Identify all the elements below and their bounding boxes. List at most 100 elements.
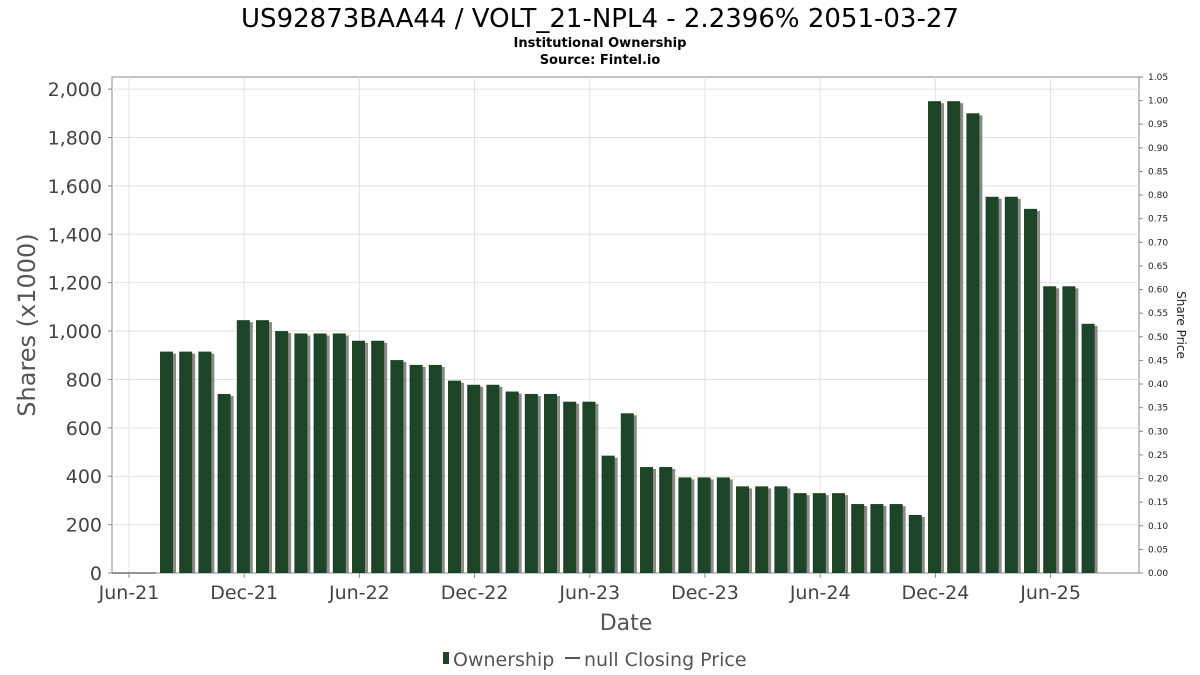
ownership-bar (563, 401, 577, 573)
ownership-bar (582, 401, 596, 573)
ownership-bar (236, 320, 250, 573)
ownership-bar (947, 101, 961, 573)
ownership-bar (1004, 196, 1018, 573)
y-tick-label: 1,400 (48, 224, 102, 246)
y2-tick-label: 0.35 (1148, 404, 1168, 414)
y2-axis-ticks: 0.00 0.05 0.10 0.15 0.20 0.25 0.30 0.35 0.40 0.45… (1139, 73, 1168, 579)
ownership-bar (332, 333, 346, 573)
ownership-bar (371, 340, 385, 573)
x-tick-label: Dec-24 (901, 582, 969, 604)
y2-tick-label: 0.70 (1148, 238, 1168, 248)
ownership-bar (1043, 286, 1057, 573)
y2-tick-label: 0.40 (1148, 380, 1168, 390)
ownership-bar (524, 393, 538, 573)
y2-tick-label: 0.10 (1148, 522, 1168, 532)
ownership-bar (793, 493, 807, 573)
ownership-bar (409, 364, 423, 573)
chart-subtitle: Institutional Ownership (514, 36, 687, 51)
ownership-bar (640, 467, 653, 573)
y2-tick-label: 0.30 (1148, 427, 1168, 437)
x-tick-label: Dec-23 (671, 582, 739, 604)
legend-ownership-label: Ownership (453, 649, 554, 671)
ownership-bar (870, 504, 884, 573)
y-tick-label: 200 (66, 515, 102, 537)
y2-tick-label: 0.85 (1148, 167, 1168, 177)
ownership-bar (486, 384, 500, 573)
ownership-bar (390, 360, 404, 573)
ownership-bar (505, 391, 519, 573)
legend: Ownership null Closing Price (443, 649, 747, 671)
y2-tick-label: 0.20 (1148, 475, 1168, 485)
ownership-bar (294, 333, 308, 573)
x-axis-ticks: Jun-21 Dec-21 Jun-22 Dec-22 Jun-23 Dec-23 Jun-… (98, 573, 1081, 604)
ownership-bar (448, 380, 461, 573)
y2-tick-label: 0.55 (1148, 309, 1168, 319)
ownership-bar (256, 320, 269, 573)
ownership-bar (601, 455, 615, 573)
x-tick-label: Jun-25 (1019, 582, 1081, 604)
x-tick-label: Jun-23 (558, 582, 620, 604)
chart-title: US92873BAA44 / VOLT_21-NPL4 - 2.2396% 20… (241, 4, 959, 34)
x-axis-label: Date (600, 611, 653, 636)
ownership-bar (928, 101, 941, 573)
y2-tick-label: 0.75 (1148, 215, 1168, 225)
ownership-bar (620, 413, 634, 573)
ownership-bar (428, 364, 442, 573)
y-axis-label: Shares (x1000) (13, 233, 41, 416)
ownership-bar (985, 196, 999, 573)
ownership-bar (774, 486, 788, 573)
y-axis-ticks: 0 200 400 600 800 1,000 1,200 1,400 1,600 1,800 2,… (48, 79, 112, 585)
ownership-bar (966, 113, 980, 573)
y2-tick-label: 0.45 (1148, 356, 1168, 366)
ownership-bar (678, 477, 692, 573)
y-tick-label: 1,800 (48, 127, 102, 149)
x-tick-label: Jun-21 (98, 582, 160, 604)
ownership-bar (736, 486, 749, 573)
y2-tick-label: 0.80 (1148, 191, 1168, 201)
y2-tick-label: 0.95 (1148, 120, 1168, 130)
legend-ownership-swatch (443, 652, 449, 664)
ownership-bar (1024, 208, 1037, 574)
y-tick-label: 2,000 (48, 79, 102, 101)
ownership-bar (160, 351, 173, 573)
y2-tick-label: 0.05 (1148, 545, 1168, 555)
ownership-bar (179, 351, 193, 573)
y2-tick-label: 0.60 (1148, 286, 1168, 296)
y-tick-label: 1,200 (48, 273, 102, 295)
ownership-bar (812, 493, 826, 573)
y-tick-label: 0 (90, 563, 102, 585)
y-tick-label: 1,000 (48, 321, 102, 343)
ownership-bar (352, 340, 365, 573)
y2-tick-label: 1.05 (1148, 73, 1168, 83)
ownership-bar (217, 393, 231, 573)
y2-tick-label: 0.90 (1148, 144, 1168, 154)
y2-axis-label: Share Price (1174, 291, 1188, 359)
x-tick-label: Jun-24 (789, 582, 851, 604)
y-tick-label: 600 (66, 418, 102, 440)
ownership-bar (467, 384, 481, 573)
ownership-bar (1081, 323, 1095, 573)
ownership-bar (832, 493, 845, 573)
ownership-bar (716, 477, 730, 573)
x-tick-label: Dec-22 (441, 582, 509, 604)
y2-tick-label: 0.65 (1148, 262, 1168, 272)
legend-price-label: null Closing Price (584, 649, 747, 671)
ownership-bar (889, 504, 903, 573)
y2-tick-label: 1.00 (1148, 97, 1168, 107)
ownership-bar (908, 514, 922, 573)
ownership-bar (544, 393, 557, 573)
ownership-bar (659, 467, 673, 573)
chart-source: Source: Fintel.io (540, 53, 661, 68)
ownership-bar (755, 486, 769, 573)
y-tick-label: 800 (66, 369, 102, 391)
y2-tick-label: 0.50 (1148, 333, 1168, 343)
y2-tick-label: 0.25 (1148, 451, 1168, 461)
ownership-bar (1062, 286, 1076, 573)
ownership-bar (851, 504, 865, 573)
ownership-bar (198, 351, 212, 573)
y-tick-label: 400 (66, 466, 102, 488)
bars (160, 101, 1098, 574)
ownership-bar (275, 331, 289, 573)
ownership-bar (697, 477, 711, 573)
